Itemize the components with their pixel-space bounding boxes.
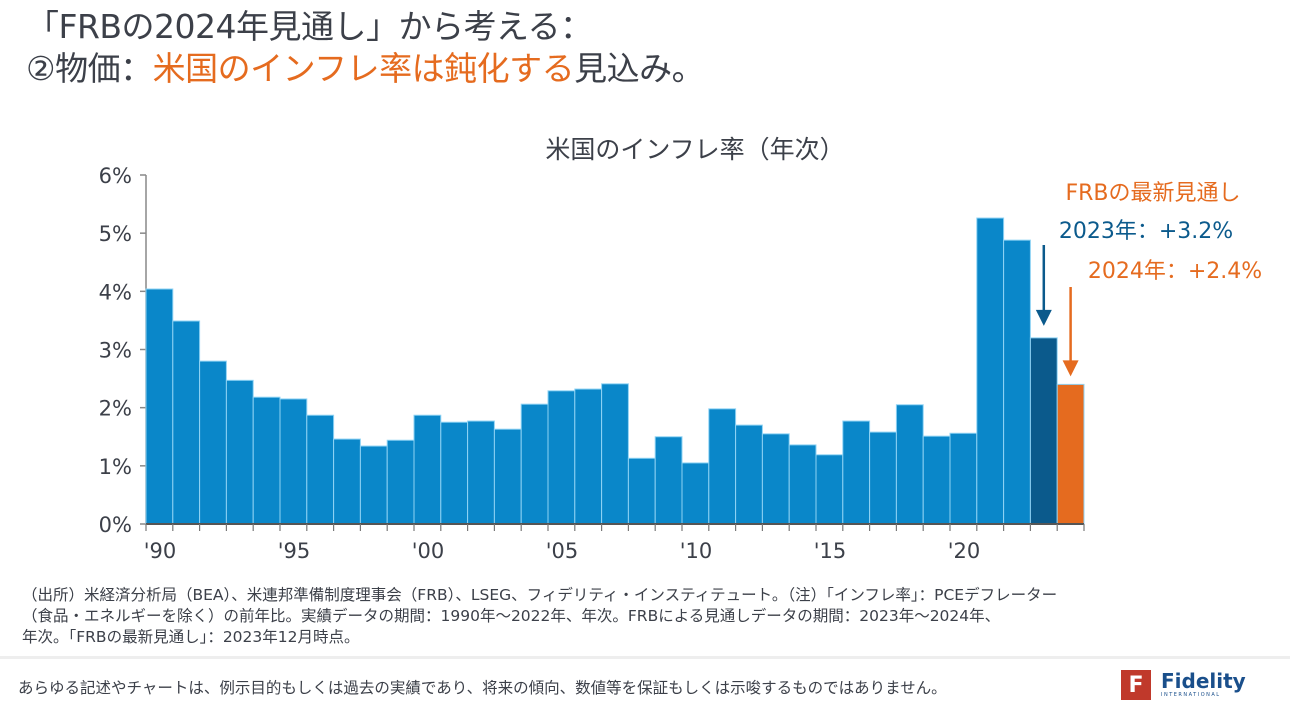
x-tick-label: '95	[278, 539, 311, 563]
bar-2018	[895, 404, 924, 525]
x-tick-label: '90	[144, 539, 177, 563]
bar-2004	[520, 403, 549, 525]
bar-2009	[654, 436, 683, 525]
bar-2022	[1003, 239, 1031, 525]
bar-2016	[842, 420, 871, 525]
bar-2023	[1029, 337, 1058, 525]
y-axis: 0% 1% 2% 3% 4% 5% 6%	[99, 164, 147, 537]
source-notes: （出所）米経済分析局（BEA）、米連邦準備制度理事会（FRB）、LSEG、フィデ…	[22, 585, 1262, 648]
title-line-2: ②物価：米国のインフレ率は鈍化する見込み。	[26, 48, 705, 90]
annotation-2023: 2023年：+3.2%	[1059, 219, 1233, 244]
annotation-header: FRBの最新見通し	[1065, 181, 1240, 206]
title-line-1: 「FRBの2024年見通し」から考える：	[26, 7, 593, 46]
title-line-2-accent: 米国のインフレ率は鈍化する	[152, 49, 575, 88]
y-tick-label: 5%	[99, 222, 132, 246]
logo-name: Fidelity	[1161, 669, 1246, 693]
inflation-bar-chart: 0% 1% 2% 3% 4% 5% 6% '90 '95 '00 '05 '10 '15 '20 FRB…	[99, 164, 1262, 563]
x-tick-label: '00	[412, 539, 445, 563]
bar-2003	[493, 428, 522, 525]
bar-2012	[735, 424, 763, 525]
logo-sub: INTERNATIONAL	[1161, 692, 1221, 698]
forecast-annotations: FRBの最新見通し 2023年：+3.2% 2024年：+2.4%	[1035, 181, 1262, 377]
bar-2001	[440, 421, 469, 525]
notes-line-3: 年次。「FRBの最新見通し」：2023年12月時点。	[22, 628, 360, 646]
arrow-down-icon	[1062, 287, 1079, 377]
bar-2017	[869, 431, 897, 525]
bar-1996	[306, 414, 335, 525]
notes-line-2: （食品・エネルギーを除く）の前年比。実績データの期間：1990年～2022年、年…	[22, 607, 1001, 625]
bar-1990	[145, 288, 174, 525]
disclaimer: あらゆる記述やチャートは、例示目的もしくは過去の実績であり、将来の傾向、数値等を…	[18, 679, 947, 697]
chart-title: 米国のインフレ率（年次）	[545, 135, 845, 164]
bar-2015	[815, 454, 844, 525]
x-tick-label: '15	[814, 539, 847, 563]
fidelity-logo: F Fidelity INTERNATIONAL	[1121, 670, 1246, 700]
footer-divider	[0, 656, 1290, 659]
bar-2008	[627, 457, 656, 525]
y-tick-label: 3%	[99, 339, 132, 363]
bar-2006	[574, 388, 603, 525]
bar-2014	[788, 444, 817, 525]
y-tick-label: 2%	[99, 397, 132, 421]
bar-2000	[413, 414, 442, 525]
bar-1999	[386, 439, 415, 525]
annotation-2024: 2024年：+2.4%	[1088, 259, 1262, 284]
bar-2005	[547, 390, 576, 525]
bar-1997	[333, 438, 361, 525]
bar-2019	[922, 435, 951, 525]
arrow-down-icon	[1035, 245, 1052, 326]
bar-1994	[252, 396, 281, 525]
x-axis: '90 '95 '00 '05 '10 '15 '20	[144, 523, 1085, 563]
logo-text: Fidelity INTERNATIONAL	[1161, 671, 1246, 699]
x-tick-label: '05	[546, 539, 579, 563]
x-tick-label: '10	[680, 539, 713, 563]
bar-2024	[1056, 383, 1085, 525]
bar-2011	[708, 408, 737, 525]
title-line-2-suffix: 見込み。	[574, 49, 705, 88]
page-title: 「FRBの2024年見通し」から考える： ②物価：米国のインフレ率は鈍化する見込…	[26, 6, 705, 90]
fidelity-mark-icon: F	[1121, 670, 1151, 700]
y-tick-label: 1%	[99, 455, 132, 479]
arrow-head	[1062, 360, 1079, 377]
notes-line-1: （出所）米経済分析局（BEA）、米連邦準備制度理事会（FRB）、LSEG、フィデ…	[22, 586, 1058, 604]
arrow-head	[1035, 309, 1052, 326]
bar-2020	[949, 432, 978, 525]
y-tick-label: 4%	[99, 280, 132, 304]
bar-1991	[172, 320, 201, 525]
bar-2002	[467, 420, 495, 525]
y-tick-label: 0%	[99, 513, 132, 537]
x-tick-label: '20	[948, 539, 981, 563]
bar-2013	[761, 433, 790, 525]
y-tick-label: 6%	[99, 164, 132, 188]
title-line-2-prefix: ②物価：	[26, 49, 153, 88]
bars	[145, 217, 1085, 525]
bar-1993	[225, 379, 254, 525]
bar-1992	[199, 360, 227, 525]
bar-2007	[601, 383, 629, 525]
bar-2021	[976, 217, 1005, 525]
bar-2010	[681, 462, 710, 525]
bar-1995	[279, 398, 308, 525]
bar-1998	[359, 445, 388, 525]
